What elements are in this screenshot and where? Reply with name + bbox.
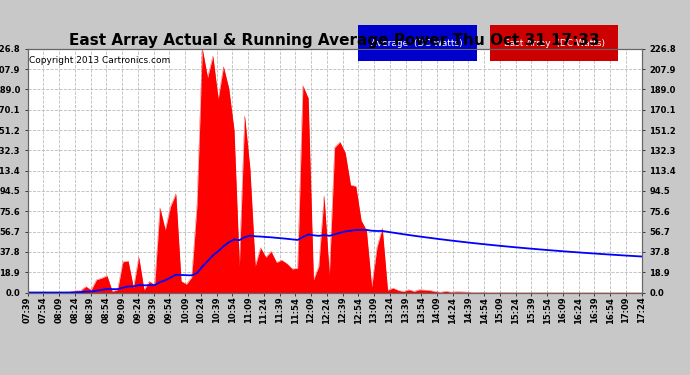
Text: Copyright 2013 Cartronics.com: Copyright 2013 Cartronics.com <box>29 56 170 65</box>
Title: East Array Actual & Running Average Power Thu Oct 31 17:33: East Array Actual & Running Average Powe… <box>69 33 600 48</box>
Text: Average  (DC Watts): Average (DC Watts) <box>371 39 463 48</box>
Text: East Array  (DC Watts): East Array (DC Watts) <box>504 39 604 48</box>
